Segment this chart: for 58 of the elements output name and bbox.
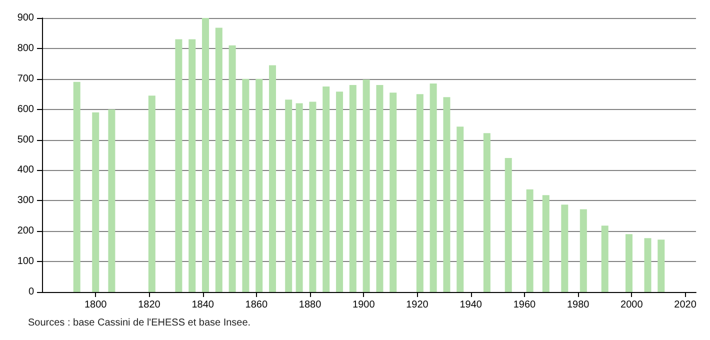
bar [336,92,344,292]
x-tick-label: 2000 [620,300,644,310]
bar [285,100,292,292]
bar [376,84,384,292]
bar [456,126,464,292]
bar [309,102,316,292]
bar [416,94,424,292]
y-tick-label: 900 [17,12,34,24]
y-tick-label: 400 [17,164,34,176]
y-tick-label: 100 [17,256,34,268]
bar [483,133,490,292]
bar [256,78,263,292]
bar [625,234,632,292]
y-tick-label: 600 [17,104,34,115]
bar [92,112,100,292]
bar [228,45,236,292]
x-tick-label: 1800 [84,300,108,310]
bar [580,209,587,292]
x-tick-label: 1940 [460,300,482,310]
y-tick-label: 0 [28,286,34,298]
x-tick-label: 1820 [138,300,161,310]
bar [242,78,250,292]
bar [108,109,116,292]
bar [362,80,370,292]
bar [504,158,512,292]
x-tick-label: 1960 [513,300,536,310]
y-tick-label: 300 [17,195,34,206]
y-tick-label: 200 [17,226,34,237]
bar [390,92,397,292]
bar [269,65,276,292]
bar [542,195,550,292]
bar [526,189,534,292]
bar [644,238,652,292]
y-tick-label: 700 [17,73,34,84]
bar [202,18,209,292]
x-tick-label: 1900 [352,300,376,310]
bar [148,96,156,292]
bar [73,82,80,292]
y-tick-label: 500 [17,134,34,146]
source-note: Sources : base Cassini de l'EHESS et base Insee. [28,318,251,328]
x-tick-label: 1880 [298,300,322,310]
x-tick-label: 2020 [674,300,697,310]
bar [296,103,303,292]
x-tick-label: 1840 [192,300,214,310]
bar [175,39,182,292]
x-tick-label: 1860 [245,300,268,310]
bar [215,28,222,292]
bar [188,39,196,292]
bar [561,204,568,292]
x-tick-label: 1920 [406,300,429,310]
y-tick-label: 800 [17,42,34,54]
bar [430,83,437,292]
x-tick-label: 1980 [566,300,590,310]
bar [443,97,450,292]
bar [322,86,330,292]
bar [601,226,608,292]
bar [349,84,356,292]
bar [658,240,665,292]
